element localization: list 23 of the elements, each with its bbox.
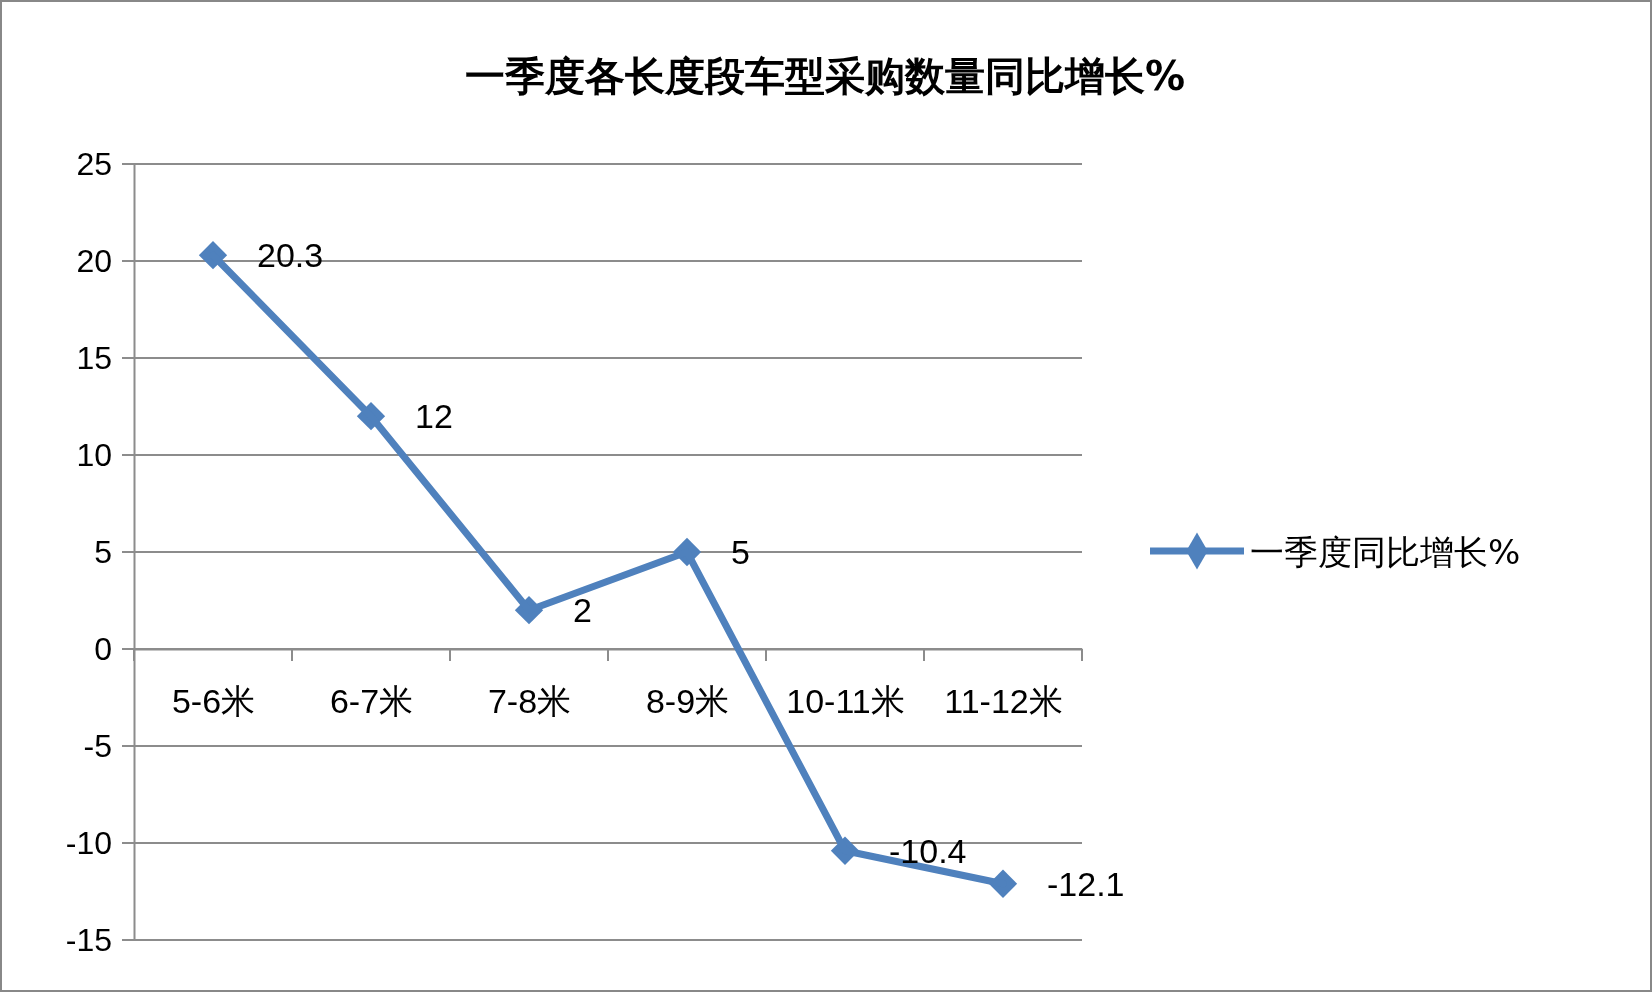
data-label: -10.4 [889,831,967,870]
y-tick-label: 25 [76,145,112,182]
data-label: 20.3 [257,236,324,275]
x-tick-label: 8-9米 [645,682,730,721]
y-tick-label: 20 [76,242,112,279]
legend-label: 一季度同比增长% [1250,532,1521,572]
chart-title: 一季度各长度段车型采购数量同比增长% [464,53,1186,99]
x-tick-label: 11-12米 [944,682,1063,721]
y-tick-label: -10 [65,824,112,861]
x-tick-label: 10-11米 [786,682,905,721]
y-tick-label: 0 [94,630,112,667]
y-tick-label: 5 [94,533,112,570]
data-label: -12.1 [1047,864,1125,903]
data-label: 2 [573,591,592,630]
y-tick-label: -5 [83,727,112,764]
data-label: 12 [415,397,453,436]
data-label: 5 [731,533,750,571]
y-tick-label: 10 [76,436,112,473]
y-tick-label: -15 [65,921,112,958]
y-tick-label: 15 [76,339,112,376]
x-tick-label: 6-7米 [329,682,414,721]
x-tick-label: 5-6米 [171,682,256,721]
x-tick-label: 7-8米 [487,682,572,721]
